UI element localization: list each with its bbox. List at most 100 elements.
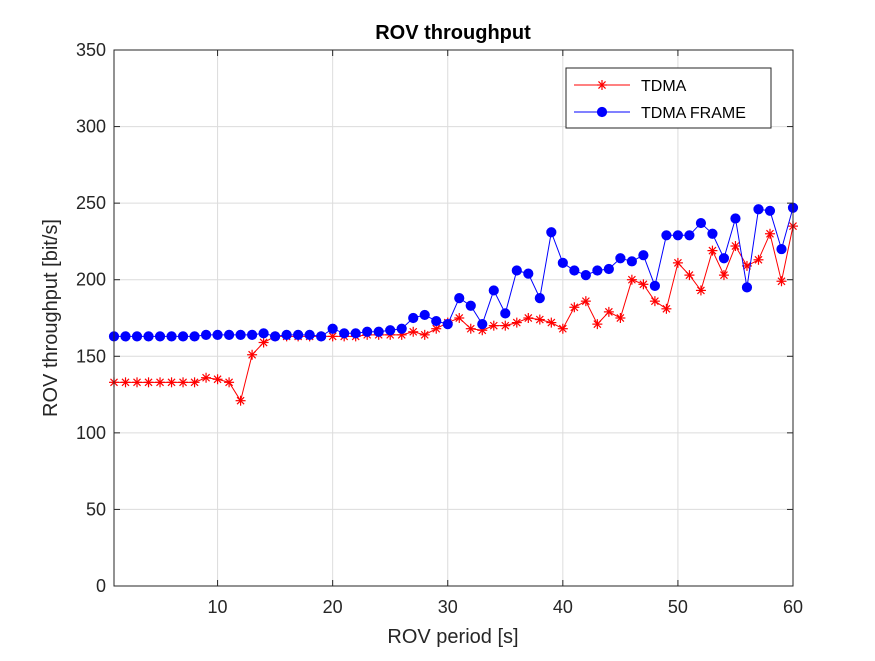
data-point bbox=[603, 306, 614, 317]
data-point bbox=[534, 314, 545, 325]
data-point bbox=[396, 323, 407, 334]
y-tick-label: 0 bbox=[96, 576, 106, 596]
data-point bbox=[143, 331, 154, 342]
data-point bbox=[684, 230, 695, 241]
data-point bbox=[638, 250, 649, 261]
x-tick-label: 60 bbox=[783, 597, 803, 617]
data-point bbox=[638, 279, 649, 290]
data-point bbox=[488, 320, 499, 331]
data-point bbox=[200, 329, 212, 340]
data-point bbox=[247, 349, 258, 360]
data-point bbox=[523, 268, 534, 279]
data-point bbox=[120, 377, 131, 388]
data-point bbox=[224, 377, 235, 388]
data-point bbox=[557, 323, 568, 334]
data-point bbox=[465, 300, 476, 311]
data-point bbox=[649, 280, 660, 291]
data-point bbox=[753, 254, 764, 265]
series-layer bbox=[108, 202, 799, 406]
data-point bbox=[718, 253, 730, 264]
data-point bbox=[223, 329, 235, 340]
y-tick-label: 250 bbox=[76, 193, 106, 213]
data-point bbox=[546, 317, 557, 328]
plot-area bbox=[114, 50, 793, 586]
data-point bbox=[649, 296, 660, 307]
data-point bbox=[154, 331, 166, 342]
legend: TDMA TDMA FRAME bbox=[565, 67, 772, 129]
data-point bbox=[327, 323, 338, 334]
data-point bbox=[373, 326, 384, 337]
data-point bbox=[431, 315, 442, 327]
y-axis-ticks: 0 50 100 150 200 250 300 350 bbox=[76, 40, 793, 596]
x-axis-ticks: 10 20 30 40 50 60 bbox=[208, 50, 803, 617]
data-point bbox=[350, 328, 361, 339]
data-point bbox=[626, 274, 637, 285]
data-point bbox=[166, 331, 177, 342]
data-point bbox=[293, 329, 304, 340]
data-point bbox=[730, 213, 741, 224]
data-point bbox=[615, 313, 626, 323]
data-point bbox=[258, 337, 269, 348]
data-point bbox=[408, 326, 419, 337]
data-point bbox=[419, 309, 430, 321]
data-point bbox=[258, 328, 269, 339]
x-tick-label: 30 bbox=[438, 597, 458, 617]
data-point bbox=[661, 230, 672, 241]
data-point bbox=[454, 292, 465, 304]
data-point bbox=[281, 329, 292, 340]
legend-box bbox=[565, 67, 772, 129]
data-point bbox=[511, 265, 522, 276]
data-point bbox=[212, 329, 223, 340]
x-tick-label: 20 bbox=[323, 597, 343, 617]
data-point bbox=[546, 227, 557, 238]
data-point bbox=[488, 285, 499, 296]
data-point bbox=[764, 205, 776, 216]
legend-label-tdma-frame: TDMA FRAME bbox=[641, 105, 746, 122]
data-point bbox=[247, 329, 258, 340]
data-point bbox=[764, 228, 775, 239]
data-point bbox=[465, 323, 476, 334]
legend-marker-tdma bbox=[597, 80, 607, 90]
data-point bbox=[592, 319, 603, 330]
data-point bbox=[500, 308, 511, 319]
data-point bbox=[235, 395, 246, 406]
series-tdma-frame bbox=[108, 202, 799, 342]
data-point bbox=[672, 230, 684, 241]
data-point bbox=[442, 319, 453, 330]
data-point bbox=[569, 265, 580, 276]
data-point bbox=[132, 377, 143, 388]
data-point bbox=[431, 323, 442, 334]
x-tick-label: 40 bbox=[553, 597, 573, 617]
data-point bbox=[189, 377, 200, 388]
data-point bbox=[580, 270, 591, 281]
data-point bbox=[597, 80, 607, 90]
data-point bbox=[177, 331, 189, 342]
data-point bbox=[419, 329, 430, 340]
data-point bbox=[596, 106, 608, 118]
data-point bbox=[776, 243, 787, 255]
data-point bbox=[477, 319, 488, 330]
data-point bbox=[684, 270, 695, 281]
data-point bbox=[120, 331, 131, 342]
y-tick-label: 200 bbox=[76, 270, 106, 290]
data-point bbox=[615, 253, 626, 264]
data-point bbox=[304, 329, 315, 340]
data-point bbox=[270, 331, 281, 342]
data-point bbox=[523, 313, 534, 323]
data-point bbox=[454, 313, 465, 323]
data-point bbox=[131, 331, 143, 342]
x-tick-label: 50 bbox=[668, 597, 688, 617]
data-point bbox=[718, 270, 729, 281]
data-point bbox=[741, 282, 753, 293]
plot-border bbox=[113, 49, 794, 587]
data-point bbox=[143, 377, 154, 388]
data-point bbox=[511, 317, 522, 328]
data-point bbox=[189, 331, 200, 342]
data-point bbox=[385, 325, 396, 336]
data-point bbox=[201, 372, 212, 383]
data-point bbox=[603, 263, 614, 275]
data-point bbox=[212, 374, 223, 385]
chart-title: ROV throughput bbox=[375, 22, 531, 44]
